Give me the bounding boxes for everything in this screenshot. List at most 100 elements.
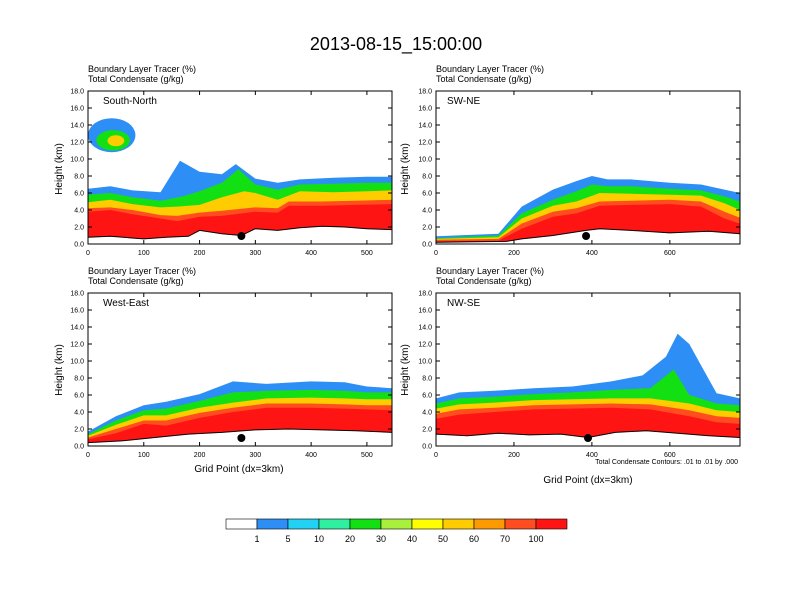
y-tick-label: 10.0 [418,359,432,366]
y-tick-label: 18.0 [418,89,432,96]
legend-swatch [535,518,568,530]
y-tick-label: 18.0 [70,89,84,96]
x-tick-label: 200 [194,452,206,459]
site-marker [584,434,592,442]
x-tick-label: 200 [508,250,520,257]
legend-swatch [442,518,475,530]
y-tick-label: 8.0 [422,174,432,181]
y-tick-label: 14.0 [70,123,84,130]
legend-label: 5 [285,534,290,544]
x-tick-label: 0 [86,452,90,459]
x-tick-label: 200 [194,250,206,257]
y-tick-label: 2.0 [422,427,432,434]
panel-caption-line2: Total Condensate (g/kg) [436,276,532,286]
y-tick-label: 12.0 [70,140,84,147]
y-axis-label: Height (km) [400,344,411,396]
panel-caption-line1: Boundary Layer Tracer (%) [436,64,544,74]
x-tick-label: 500 [361,452,373,459]
y-tick-label: 8.0 [74,174,84,181]
x-axis-label: Grid Point (dx=3km) [194,464,283,475]
panel-label: SW-NE [447,96,480,107]
y-tick-label: 10.0 [70,157,84,164]
panel-caption-line1: Boundary Layer Tracer (%) [88,266,196,276]
y-tick-label: 6.0 [422,393,432,400]
y-tick-label: 4.0 [422,410,432,417]
y-tick-label: 0.0 [422,444,432,451]
x-tick-label: 0 [434,452,438,459]
y-tick-label: 8.0 [422,376,432,383]
legend-swatch [380,518,413,530]
x-tick-label: 600 [664,250,676,257]
y-tick-label: 2.0 [74,427,84,434]
y-tick-label: 16.0 [418,308,432,315]
legend-label: 1 [254,534,259,544]
site-marker [237,434,246,442]
x-tick-label: 0 [86,250,90,257]
x-tick-label: 200 [508,452,520,459]
y-tick-label: 6.0 [422,191,432,198]
y-tick-label: 10.0 [418,157,432,164]
x-tick-label: 400 [586,250,598,257]
y-tick-label: 4.0 [422,208,432,215]
x-tick-label: 300 [249,250,261,257]
panel-sw-ne: Boundary Layer Tracer (%) Total Condensa… [400,64,741,257]
y-tick-label: 2.0 [74,225,84,232]
plot-area: 0.0 2.0 4.0 6.0 8.0 10.0 12.0 14.0 16.0 18.0 0 100 2… [70,291,393,459]
x-tick-label: 100 [138,250,150,257]
x-tick-label: 600 [664,452,676,459]
x-tick-label: 500 [361,250,373,257]
panel-south-north: Boundary Layer Tracer (%) Total Condensa… [54,64,393,257]
x-tick-label: 0 [434,250,438,257]
y-tick-label: 14.0 [418,123,432,130]
y-tick-label: 6.0 [74,393,84,400]
panel-label: West-East [103,298,149,309]
site-marker [237,232,246,240]
legend-swatch [411,518,444,530]
panel-caption-line1: Boundary Layer Tracer (%) [436,266,544,276]
y-tick-label: 2.0 [422,225,432,232]
plot-frame [435,90,741,245]
y-axis-label: Height (km) [400,143,411,195]
site-marker [582,232,591,240]
plot-area: 0.0 2.0 4.0 6.0 8.0 10.0 12.0 14.0 16.0 18.0 0 200 4… [418,89,741,257]
y-tick-label: 12.0 [418,140,432,147]
panel-label: South-North [103,96,157,107]
y-tick-label: 14.0 [418,325,432,332]
y-tick-label: 18.0 [70,291,84,298]
legend-swatch [256,518,289,530]
legend-label: 100 [528,534,543,544]
y-tick-label: 16.0 [418,106,432,113]
plot-frame [87,292,393,447]
legend-swatch [287,518,320,530]
figure-title: 2013-08-15_15:00:00 [310,34,482,55]
y-tick-label: 12.0 [418,342,432,349]
y-tick-label: 16.0 [70,308,84,315]
terrain [88,225,392,244]
panel-nw-se: Boundary Layer Tracer (%) Total Condensa… [400,266,741,486]
x-tick-label: 100 [138,452,150,459]
y-tick-label: 0.0 [74,444,84,451]
x-tick-label: 400 [305,452,317,459]
legend-swatch [504,518,537,530]
plot-frame [87,90,393,245]
y-tick-label: 16.0 [70,106,84,113]
panel-caption-line2: Total Condensate (g/kg) [88,74,184,84]
legend-label: 20 [345,534,355,544]
panel-west-east: Boundary Layer Tracer (%) Total Condensa… [54,266,393,475]
y-tick-label: 6.0 [74,191,84,198]
contour-note: Total Condensate Contours: .01 to .01 by… [595,459,738,466]
tracer-patch-50 [107,135,125,147]
y-tick-label: 4.0 [74,208,84,215]
color-legend: 1 5 10 20 30 40 50 60 70 100 [225,518,568,544]
y-tick-label: 14.0 [70,325,84,332]
x-tick-label: 400 [305,250,317,257]
panel-caption-line2: Total Condensate (g/kg) [436,74,532,84]
legend-label: 30 [376,534,386,544]
legend-label: 50 [438,534,448,544]
y-tick-label: 10.0 [70,359,84,366]
legend-label: 70 [500,534,510,544]
legend-swatch [349,518,382,530]
y-axis-label: Height (km) [54,344,65,396]
legend-swatch [473,518,506,530]
